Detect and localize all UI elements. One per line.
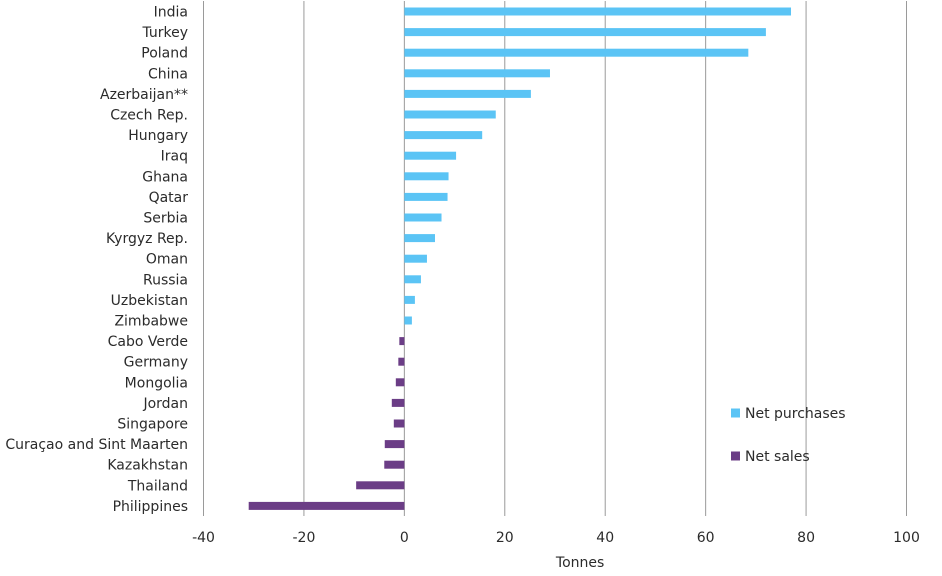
category-label-cura-ao-and-sint-maarten: Curaçao and Sint Maarten xyxy=(5,437,188,453)
legend-label-net-sales: Net sales xyxy=(745,449,810,465)
bars xyxy=(248,7,792,510)
category-label-philippines: Philippines xyxy=(113,499,188,515)
x-tick-label-60: 60 xyxy=(697,530,715,546)
bar-thailand xyxy=(356,481,405,490)
x-tick-label-80: 80 xyxy=(797,530,815,546)
category-label-poland: Poland xyxy=(141,46,188,62)
category-label-germany: Germany xyxy=(124,355,188,371)
bar-philippines xyxy=(248,501,405,510)
bar-russia xyxy=(404,275,421,284)
category-label-kazakhstan: Kazakhstan xyxy=(107,458,188,474)
legend-swatch-net-purchases xyxy=(731,408,740,418)
category-label-russia: Russia xyxy=(143,272,188,288)
bar-kazakhstan xyxy=(384,460,405,469)
bar-kyrgyz-rep xyxy=(404,234,435,243)
bar-oman xyxy=(404,254,427,263)
bar-cabo-verde xyxy=(399,337,405,346)
bar-india xyxy=(404,7,792,16)
category-label-azerbaijan: Azerbaijan** xyxy=(100,87,188,103)
bar-mongolia xyxy=(395,378,405,387)
category-label-cabo-verde: Cabo Verde xyxy=(108,334,188,350)
bar-iraq xyxy=(404,151,457,160)
x-tick-label-neg40: -40 xyxy=(192,530,215,546)
category-label-oman: Oman xyxy=(146,252,188,268)
bar-uzbekistan xyxy=(404,295,415,304)
bar-azerbaijan xyxy=(404,89,531,98)
category-label-zimbabwe: Zimbabwe xyxy=(114,314,188,330)
x-tick-label-neg20: -20 xyxy=(292,530,315,546)
x-tick-label-0: 0 xyxy=(400,530,409,546)
bar-poland xyxy=(404,48,749,57)
category-label-thailand: Thailand xyxy=(127,478,188,494)
category-label-qatar: Qatar xyxy=(149,190,189,206)
x-tick-labels: -40 -20 0 20 40 60 80 100 xyxy=(192,530,920,546)
category-label-ghana: Ghana xyxy=(142,169,188,185)
bar-qatar xyxy=(404,192,448,201)
category-label-iraq: Iraq xyxy=(161,149,188,165)
bar-jordan xyxy=(391,398,405,407)
category-label-serbia: Serbia xyxy=(143,211,188,227)
bar-serbia xyxy=(404,213,442,222)
category-label-turkey: Turkey xyxy=(141,25,188,41)
grid-lines xyxy=(203,1,907,516)
x-tick-label-20: 20 xyxy=(496,530,514,546)
category-label-jordan: Jordan xyxy=(142,396,188,412)
category-label-china: China xyxy=(148,66,188,82)
bar-cura-ao-and-sint-maarten xyxy=(384,440,405,449)
legend: Net purchases Net sales xyxy=(731,406,846,465)
category-label-singapore: Singapore xyxy=(117,417,188,433)
bar-czech-rep xyxy=(404,110,496,119)
category-label-kyrgyz-rep: Kyrgyz Rep. xyxy=(106,231,188,247)
bar-zimbabwe xyxy=(404,316,412,325)
category-label-india: India xyxy=(154,5,188,21)
x-tick-label-100: 100 xyxy=(893,530,920,546)
legend-label-net-purchases: Net purchases xyxy=(745,406,846,422)
bar-singapore xyxy=(393,419,405,428)
category-labels: India Turkey Poland China Azerbaijan** Czech … xyxy=(5,5,188,515)
bar-germany xyxy=(398,357,405,366)
x-axis-title: Tonnes xyxy=(555,555,604,571)
category-label-czech-rep: Czech Rep. xyxy=(110,108,188,124)
bar-hungary xyxy=(404,131,483,140)
bar-ghana xyxy=(404,172,449,181)
bar-china xyxy=(404,69,550,78)
bar-turkey xyxy=(404,28,766,37)
category-label-uzbekistan: Uzbekistan xyxy=(111,293,188,309)
category-label-mongolia: Mongolia xyxy=(125,375,188,391)
x-tick-label-40: 40 xyxy=(596,530,614,546)
legend-swatch-net-sales xyxy=(731,451,740,461)
category-label-hungary: Hungary xyxy=(128,128,188,144)
